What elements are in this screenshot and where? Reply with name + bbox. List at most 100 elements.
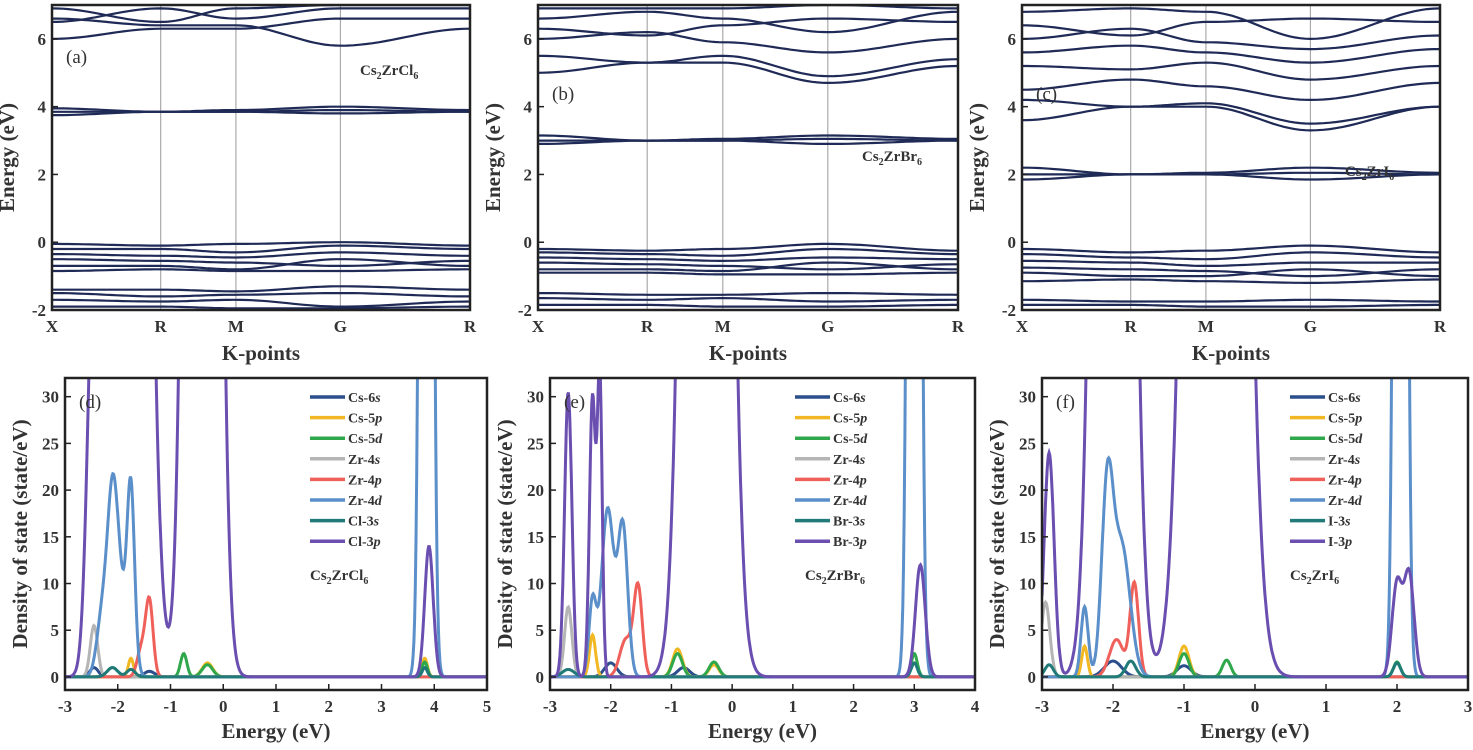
y-tick-label: 30	[527, 388, 544, 407]
legend-label-orbital: p	[1344, 535, 1352, 550]
panel-d: Cs-6sCs-5pCs-5dZr-4sZr-4pZr-4dCl-3sCl-3p…	[8, 376, 492, 743]
band-line-2	[1022, 259, 1440, 267]
dos-series-i-3p	[1042, 378, 1468, 679]
legend-label-main: Cs-5	[1328, 412, 1355, 427]
x-tick-label: 1	[1322, 697, 1331, 716]
panel-label: (e)	[564, 392, 585, 413]
formula-part: Cs	[360, 63, 377, 79]
band-line-14	[52, 17, 470, 40]
legend-label-orbital: p	[1354, 473, 1362, 488]
legend-label-orbital: p	[374, 473, 382, 488]
panel-e: Cs-6sCs-5pCs-5dZr-4sZr-4pZr-4dBr-3sBr-3p…	[493, 376, 980, 743]
x-tick-label: -3	[1035, 697, 1049, 716]
band-line-3	[52, 258, 470, 267]
band-line-10	[1022, 171, 1440, 181]
legend-label-main: Zr-4	[348, 494, 375, 509]
band-line-2	[538, 256, 958, 262]
band-line-13	[52, 17, 470, 47]
band-line-7	[1022, 303, 1440, 308]
y-tick-label: -2	[518, 301, 532, 320]
plot-area	[1022, 5, 1440, 310]
band-line-1	[538, 247, 958, 257]
x-tick-label: -2	[111, 697, 125, 716]
band-line-0	[1022, 244, 1440, 254]
formula-part: ZrI	[1312, 568, 1335, 584]
legend-label-main: I-3	[1328, 535, 1345, 550]
band-line-7	[538, 297, 958, 303]
y-tick-label: 5	[1028, 621, 1037, 640]
x-tick-label: -3	[543, 697, 557, 716]
y-tick-label: 30	[1019, 388, 1036, 407]
band-line-6	[538, 292, 958, 296]
plot-area	[538, 5, 958, 310]
formula-part: 6	[860, 576, 865, 587]
x-tick-label: 1	[272, 697, 281, 716]
formula-part: Cs	[1290, 568, 1307, 584]
band-line-12	[1022, 98, 1440, 125]
legend-label-main: Cl-3	[348, 535, 374, 550]
formula-part: 6	[363, 576, 368, 587]
legend-label-orbital: d	[1355, 494, 1363, 509]
y-tick-label: 5	[51, 621, 60, 640]
legend-label-main: Cs-5	[1328, 432, 1355, 447]
kpoint-label: G	[821, 317, 834, 336]
x-tick-label: 4	[430, 697, 439, 716]
legend-label-orbital: s	[1344, 515, 1351, 530]
band-line-6	[52, 285, 470, 293]
plot-frame	[548, 376, 977, 692]
legend-label-orbital: d	[860, 494, 868, 509]
legend-label-orbital: d	[1355, 432, 1363, 447]
legend-label: Cs-5p	[833, 412, 867, 427]
legend-label: Cs-6s	[348, 391, 381, 406]
x-tick-label: -1	[664, 697, 678, 716]
y-tick-label: 6	[38, 30, 47, 49]
x-axis-title: Energy (eV)	[1200, 719, 1309, 743]
legend-label-main: Zr-4	[1328, 473, 1355, 488]
x-axis-title: K-points	[222, 341, 300, 365]
x-axis-title: Energy (eV)	[221, 719, 330, 743]
legend-label: Cs-5p	[348, 412, 382, 427]
x-tick-label: 5	[483, 697, 492, 716]
plot-area	[1042, 378, 1468, 679]
legend-label: I-3p	[1328, 535, 1352, 550]
formula-part: 6	[1334, 576, 1339, 587]
dos-series-zr-4p	[1042, 579, 1468, 679]
x-tick-label: 1	[789, 697, 798, 716]
band-line-11	[1022, 105, 1440, 132]
plot-frame	[1020, 3, 1442, 312]
kpoint-label: R	[464, 317, 477, 336]
dos-series-i-3s	[1042, 659, 1468, 679]
legend-label-orbital: d	[375, 432, 383, 447]
compound-formula: Cs2ZrI6	[1345, 164, 1394, 183]
band-line-3	[538, 261, 958, 271]
y-tick-label: 0	[1008, 233, 1017, 252]
legend-label: Zr-4p	[833, 473, 867, 488]
compound-formula: Cs2ZrCl6	[360, 63, 418, 82]
band-line-9	[1022, 166, 1440, 176]
y-tick-label: 10	[1019, 575, 1036, 594]
band-line-6	[1022, 298, 1440, 303]
y-axis-title: Energy (eV)	[0, 103, 19, 212]
band-line-14	[538, 30, 958, 54]
kpoint-label: X	[1016, 317, 1029, 336]
legend-label-main: I-3	[1328, 515, 1345, 530]
y-tick-label: 5	[536, 621, 545, 640]
y-axis-title: Density of state (state/eV)	[493, 419, 517, 648]
band-line-15	[52, 7, 470, 23]
y-tick-label: 0	[38, 233, 47, 252]
band-line-4	[538, 261, 958, 273]
y-axis-title: Density of state (state/eV)	[985, 419, 1009, 648]
x-tick-label: -2	[1106, 697, 1120, 716]
panel-label: (f)	[1056, 392, 1075, 413]
kpoint-label: G	[334, 317, 347, 336]
legend-label: Zr-4d	[348, 494, 383, 509]
legend-label-main: Zr-4	[1328, 494, 1355, 509]
y-tick-label: -2	[1002, 301, 1016, 320]
legend-label-orbital: p	[1354, 412, 1362, 427]
legend-label-orbital: p	[374, 412, 382, 427]
legend-label-main: Cs-5	[833, 432, 860, 447]
y-tick-label: 0	[536, 668, 545, 687]
y-tick-label: 2	[38, 165, 47, 184]
y-tick-label: 4	[524, 98, 533, 117]
